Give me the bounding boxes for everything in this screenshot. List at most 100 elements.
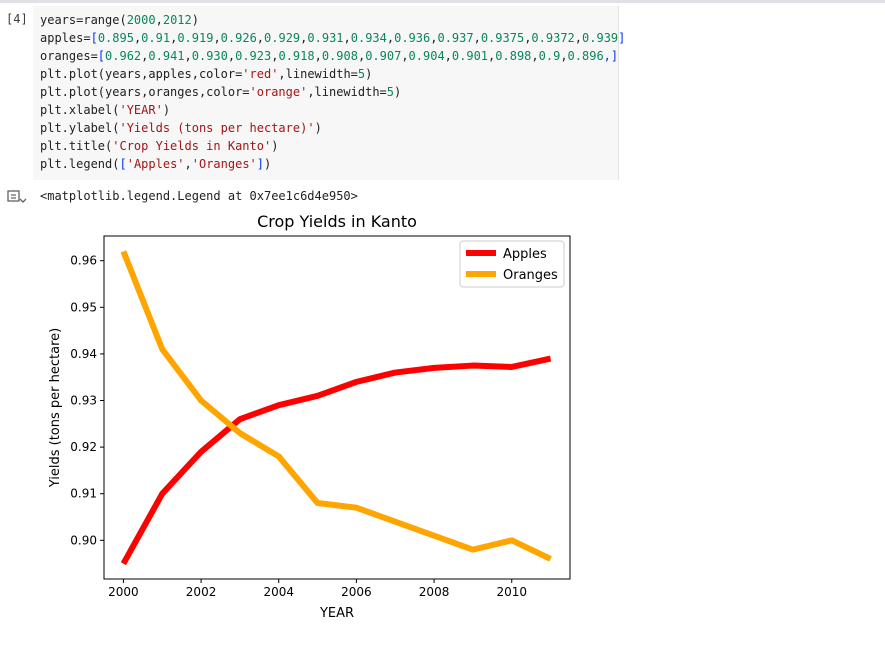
code-token: , <box>386 31 395 45</box>
code-token: , <box>444 49 452 63</box>
code-token: ] <box>256 157 265 171</box>
line-chart: Crop Yields in Kanto 2000 2002 2004 2006 2008… <box>48 212 571 621</box>
code-token: 0.918 <box>278 49 315 63</box>
y-tick-label: 0.91 <box>70 487 97 501</box>
series-line-apples <box>120 355 552 566</box>
x-tick-label: 2010 <box>496 585 527 599</box>
y-tick-label: 0.90 <box>70 533 97 547</box>
code-token: ) <box>394 85 402 99</box>
code-token: 0.926 <box>220 31 257 45</box>
code-token: 0.962 <box>105 49 142 63</box>
y-tick-label: 0.96 <box>70 254 97 268</box>
code-token: ,] <box>603 49 619 63</box>
code-token: 0.908 <box>321 49 358 63</box>
chart-title: Crop Yields in Kanto <box>257 212 417 231</box>
code-token: ) <box>314 121 322 135</box>
x-tick-label: 2000 <box>108 585 139 599</box>
legend-label-apples: Apples <box>503 247 547 262</box>
code-editor[interactable]: years=range(2000,2012) apples=[0.895,0.91… <box>33 6 625 180</box>
code-token: plt.ylabel( <box>40 121 120 135</box>
code-token: , <box>574 31 583 45</box>
code-token: , <box>343 31 351 45</box>
code-line: apples=[0.895,0.91,0.919,0.926,0.929,0.9… <box>40 29 625 47</box>
code-cell[interactable]: [4] years=range(2000,2012) apples=[0.895,… <box>0 6 885 182</box>
code-token: 0.9375 <box>480 31 525 45</box>
code-token: , <box>488 49 496 63</box>
code-line: oranges=[0.962,0.941,0.930,0.923,0.918,0… <box>40 47 618 65</box>
code-token: , <box>133 31 142 45</box>
code-token: 0.941 <box>148 49 185 63</box>
code-token: ) <box>162 103 171 117</box>
code-token: 'Yields (tons per hectare)' <box>119 121 315 135</box>
code-token: plt.xlabel( <box>40 103 120 117</box>
code-token: , <box>227 49 236 63</box>
code-line: plt.plot(years,oranges,color='orange',li… <box>40 83 401 101</box>
code-token: 'Crop Yields in Kanto' <box>112 139 272 153</box>
code-token: 5 <box>386 85 395 99</box>
code-token: , <box>401 49 409 63</box>
cell-output: <matplotlib.legend.Legend at 0x7ee1c6d4e… <box>0 182 885 642</box>
code-token: ] <box>618 31 626 45</box>
code-token: [ <box>90 31 98 45</box>
code-token: , <box>430 31 438 45</box>
code-token: ) <box>271 139 279 153</box>
code-token: , <box>213 31 221 45</box>
code-token: 0.934 <box>350 31 387 45</box>
code-token: ,linewidth= <box>307 85 387 99</box>
code-token: 0.937 <box>437 31 474 45</box>
code-token: , <box>184 49 192 63</box>
code-token: , <box>531 49 539 63</box>
code-line: plt.xlabel('YEAR') <box>40 101 170 119</box>
x-tick-label: 2006 <box>341 585 372 599</box>
code-token: 0.904 <box>408 49 445 63</box>
code-token: , <box>357 49 366 63</box>
y-tick-label: 0.95 <box>70 300 97 314</box>
code-token: 'Oranges' <box>191 157 257 171</box>
code-token: [ <box>97 49 106 63</box>
code-token: 0.91 <box>141 31 171 45</box>
code-token: apples= <box>40 31 91 45</box>
x-tick-label: 2008 <box>419 585 450 599</box>
code-token: , <box>141 49 149 63</box>
legend-label-oranges: Oranges <box>503 268 558 283</box>
code-token: 'orange' <box>249 85 308 99</box>
code-token: 5 <box>357 67 366 81</box>
execution-count: [4] <box>6 12 28 26</box>
code-line: plt.ylabel('Yields (tons per hectare)') <box>40 119 322 137</box>
y-axis-label: Yields (tons per hectare) <box>48 328 63 488</box>
code-token: 'Apples' <box>126 157 185 171</box>
code-token: plt.plot(years,oranges,color= <box>40 85 250 99</box>
code-token: , <box>170 31 178 45</box>
code-token: , <box>155 13 163 27</box>
code-token: 0.901 <box>451 49 489 63</box>
code-token: , <box>184 157 192 171</box>
code-token: 0.898 <box>495 49 532 63</box>
code-token: 0.907 <box>365 49 402 63</box>
code-token: 0.931 <box>307 31 344 45</box>
code-token: 'YEAR' <box>119 103 163 117</box>
code-token: 2000 <box>126 13 156 27</box>
x-tick-label: 2002 <box>186 585 217 599</box>
x-tick-label: 2004 <box>263 585 294 599</box>
output-toggle-icon[interactable] <box>7 190 27 206</box>
code-token: ) <box>264 157 272 171</box>
code-token: ,linewidth= <box>278 67 358 81</box>
code-token: 'red' <box>242 67 279 81</box>
code-token: , <box>271 49 279 63</box>
y-tick-label: 0.94 <box>70 347 97 361</box>
code-token: oranges= <box>40 49 98 63</box>
code-token: ) <box>365 67 373 81</box>
y-tick-label: 0.92 <box>70 440 97 454</box>
code-token: 0.9372 <box>531 31 575 45</box>
code-token: 0.895 <box>97 31 134 45</box>
y-tick-label: 0.93 <box>70 394 97 408</box>
code-token: plt.legend( <box>40 157 120 171</box>
code-line: years=range(2000,2012) <box>40 11 199 29</box>
code-line: plt.title('Crop Yields in Kanto') <box>40 137 278 155</box>
code-token: years=range( <box>40 13 127 27</box>
code-token: , <box>560 49 568 63</box>
code-line: plt.plot(years,apples,color='red',linewi… <box>40 65 372 83</box>
code-line: plt.legend(['Apples','Oranges']) <box>40 155 271 173</box>
code-token: 0.929 <box>264 31 301 45</box>
code-token: 0.936 <box>394 31 431 45</box>
